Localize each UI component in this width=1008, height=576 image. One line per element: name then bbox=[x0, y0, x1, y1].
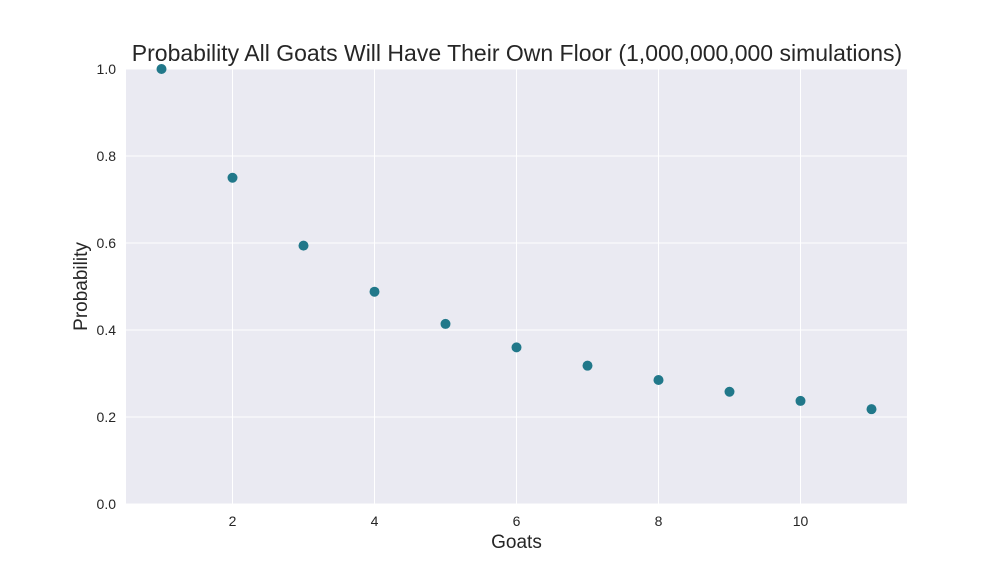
x-tick-label: 8 bbox=[655, 513, 663, 529]
data-point bbox=[795, 395, 806, 406]
x-tick-label: 6 bbox=[513, 513, 521, 529]
y-tick-label: 1.0 bbox=[97, 61, 117, 77]
chart-title: Probability All Goats Will Have Their Ow… bbox=[131, 40, 903, 66]
y-tick-label: 0.6 bbox=[97, 235, 117, 251]
data-points bbox=[156, 64, 877, 415]
y-axis-label: Probability bbox=[71, 242, 92, 331]
y-tick-label: 0.8 bbox=[97, 148, 117, 164]
data-point bbox=[724, 386, 735, 397]
x-axis-label: Goats bbox=[491, 532, 542, 553]
data-point bbox=[511, 342, 522, 353]
x-tick-label: 10 bbox=[793, 513, 809, 529]
y-tick-label: 0.0 bbox=[97, 496, 117, 512]
data-point bbox=[866, 404, 877, 415]
data-point bbox=[582, 360, 593, 371]
data-point bbox=[227, 172, 238, 183]
data-point bbox=[298, 240, 309, 251]
x-tick-label: 2 bbox=[229, 513, 237, 529]
grid-lines bbox=[126, 68, 907, 505]
y-tick-label: 0.2 bbox=[97, 409, 117, 425]
tick-labels: 2 4 6 8 10 0.0 0.2 0.4 0.6 0.8 1.0 bbox=[97, 61, 809, 529]
data-point bbox=[369, 286, 380, 297]
data-point bbox=[440, 318, 451, 329]
y-tick-label: 0.4 bbox=[97, 322, 117, 338]
data-point bbox=[156, 64, 167, 74]
data-point bbox=[653, 375, 664, 386]
x-tick-label: 4 bbox=[371, 513, 379, 529]
